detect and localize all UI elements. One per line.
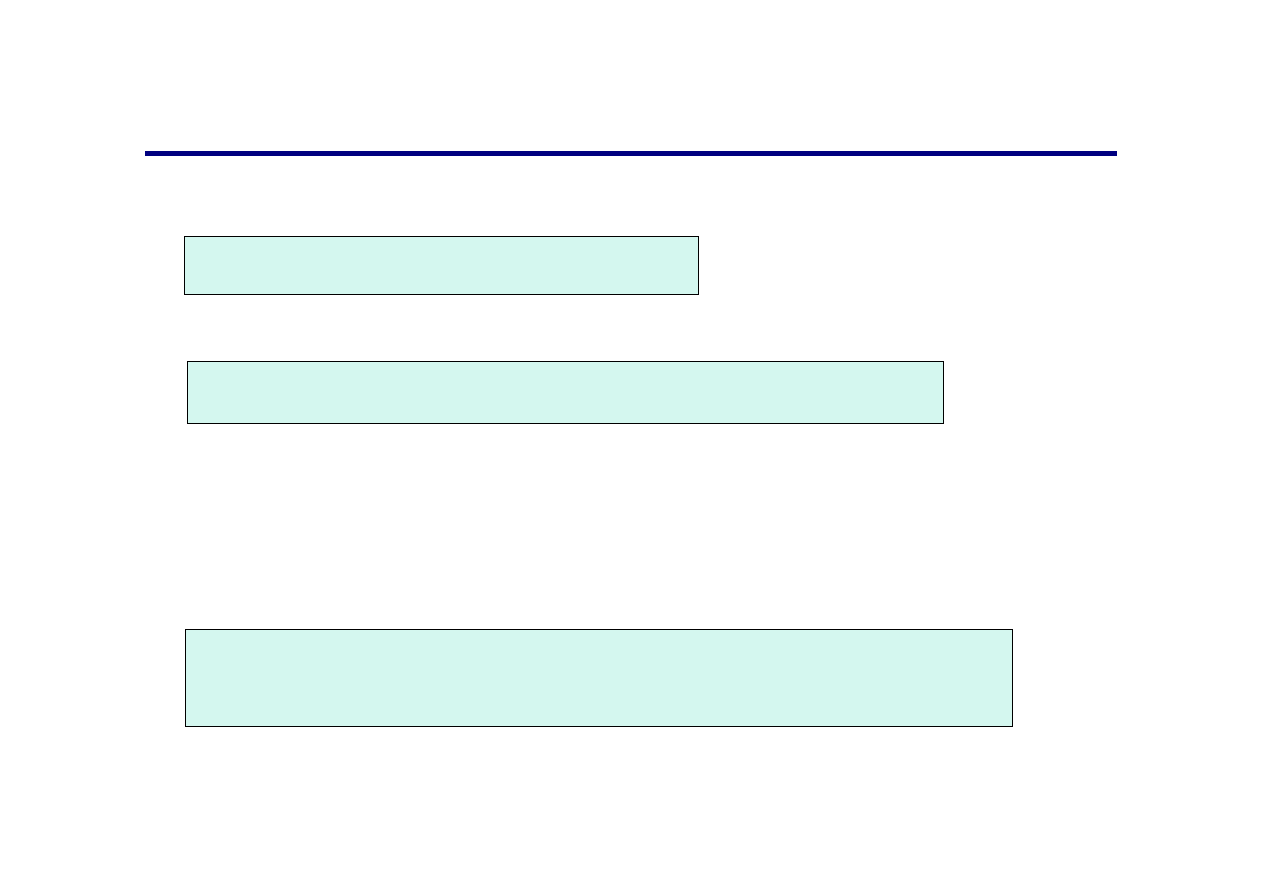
text-box-3 bbox=[185, 629, 1013, 727]
text-box-1 bbox=[184, 236, 699, 295]
title-divider-rule bbox=[145, 151, 1117, 156]
text-box-2 bbox=[187, 361, 944, 424]
